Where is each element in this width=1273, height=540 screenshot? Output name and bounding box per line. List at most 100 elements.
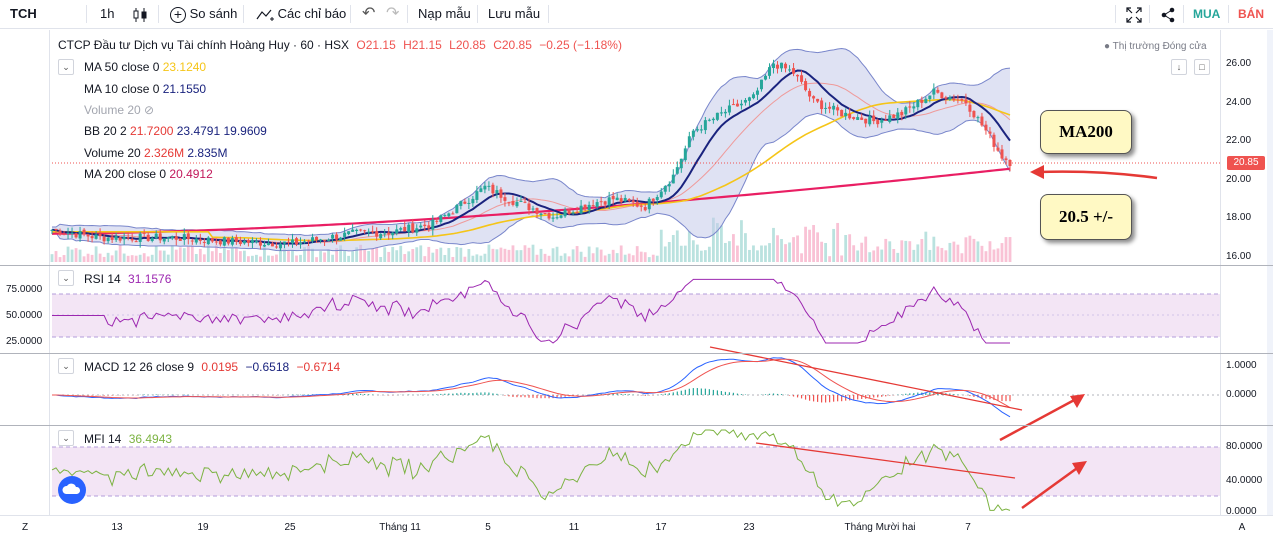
macd-histogram-bar <box>816 395 819 402</box>
volume-bar <box>174 249 178 262</box>
main-legend-header: CTCP Đầu tư Dịch vụ Tài chính Hoàng Huy … <box>58 38 622 52</box>
pane-divider[interactable] <box>0 425 1273 426</box>
fullscreen-button[interactable] <box>1122 0 1146 28</box>
volume-bar <box>118 244 122 262</box>
macd-histogram-bar <box>837 395 839 402</box>
indicator-legend-item[interactable]: BB 20 2 21.7200 23.4791 19.9609 <box>84 124 267 138</box>
macd-arrow <box>999 396 1079 442</box>
volume-bar <box>732 234 735 262</box>
indicator-legend-item[interactable]: Volume 20 ⊘ <box>84 103 154 117</box>
scale-button[interactable]: ↓ <box>1171 59 1187 75</box>
volume-bar <box>996 248 1000 262</box>
candle-body <box>331 234 335 239</box>
volume-bar <box>820 241 824 262</box>
compare-button[interactable]: + So sánh <box>166 0 241 28</box>
pane-divider[interactable] <box>0 265 1273 266</box>
indicator-value: 2.835M <box>184 146 228 160</box>
macd-histogram-bar <box>620 393 622 395</box>
buy-button[interactable]: MUA <box>1193 7 1221 21</box>
save-template-button[interactable]: Lưu mẫu <box>488 6 541 21</box>
macd-collapse-button[interactable]: ⌄ <box>58 358 74 374</box>
volume-bar <box>467 249 471 262</box>
indicators-button[interactable]: Các chỉ báo <box>252 0 350 28</box>
load-template-button[interactable]: Nạp mẫu <box>418 6 471 21</box>
candle-body <box>463 201 467 204</box>
indicator-legend-item[interactable]: Volume 20 2.326M 2.835M <box>84 146 227 160</box>
indicator-legend-item[interactable]: MA 50 close 0 23.1240 <box>84 60 206 74</box>
macd-histogram-bar <box>764 394 767 395</box>
candle-body <box>519 200 523 202</box>
pane-divider[interactable] <box>0 353 1273 354</box>
macd-histogram-bar <box>704 388 706 395</box>
indicator-legend-item[interactable]: MA 200 close 0 20.4912 <box>84 167 213 181</box>
undo-button[interactable]: ↶ <box>358 0 379 28</box>
level-callout[interactable]: 20.5 +/- <box>1040 194 1132 240</box>
macd-histogram-bar <box>516 395 518 398</box>
candle-body <box>178 238 182 241</box>
mfi-collapse-button[interactable]: ⌄ <box>58 430 74 446</box>
scrollbar[interactable] <box>1267 30 1273 515</box>
volume-bar <box>940 247 944 262</box>
time-axis[interactable]: Z 13 19 25 Tháng 11 5 11 17 23 Tháng Mười hai 7 A <box>0 515 1273 540</box>
volume-bar <box>832 228 836 262</box>
volume-bar <box>840 255 844 262</box>
toolbar-divider <box>158 5 159 23</box>
candle-style-button[interactable] <box>128 0 152 28</box>
volume-bar <box>611 249 615 262</box>
volume-bar <box>876 246 880 262</box>
sell-button[interactable]: BÁN <box>1238 7 1264 21</box>
candle-body <box>98 233 102 237</box>
ma200-callout[interactable]: MA200 <box>1040 110 1132 154</box>
macd-histogram-bar <box>508 395 510 397</box>
market-status-text: Thị trường Đóng cửa <box>1112 41 1207 52</box>
macd-histogram-bar <box>684 389 686 395</box>
rsi-collapse-button[interactable]: ⌄ <box>58 270 74 286</box>
hidden-eye-icon[interactable]: ⊘ <box>140 103 155 117</box>
indicator-legend-item[interactable]: MA 10 close 0 21.1550 <box>84 82 206 96</box>
macd-hist-value: 0.0195 <box>201 360 239 374</box>
macd-histogram-bar <box>155 394 157 395</box>
symbol-search[interactable]: TCH <box>10 6 37 21</box>
maximize-pane-button[interactable]: □ <box>1194 59 1210 75</box>
volume-bar <box>563 253 567 262</box>
candle-body <box>198 239 202 241</box>
go-to-date-button[interactable]: Z <box>21 522 29 533</box>
candle-body <box>715 112 719 120</box>
candle-body <box>303 241 307 243</box>
collapse-legend-button[interactable]: ⌄ <box>58 59 74 75</box>
candle-body <box>455 204 459 214</box>
cloud-icon <box>62 483 81 494</box>
candle-body <box>451 213 455 215</box>
ohlc-open: O21.15 <box>356 38 396 52</box>
candle-body <box>194 238 198 243</box>
candle-body <box>523 201 527 203</box>
interval-button[interactable]: 1h <box>100 6 115 21</box>
volume-bar <box>703 250 707 262</box>
candle-body <box>639 205 643 207</box>
time-tick: 25 <box>284 522 296 533</box>
candle-body <box>980 116 984 126</box>
volume-bar <box>647 257 651 262</box>
volume-bar <box>243 250 246 262</box>
candle-body <box>182 234 186 241</box>
volume-bar <box>495 249 499 262</box>
redo-button[interactable]: ↷ <box>382 0 403 28</box>
candle-body <box>547 212 551 219</box>
macd-histogram-bar <box>540 395 542 399</box>
macd-histogram-bar <box>692 388 694 395</box>
toolbar-divider <box>477 5 478 23</box>
candle-body <box>411 223 415 233</box>
candle-body <box>190 240 194 242</box>
rsi-value: 31.1576 <box>128 272 172 286</box>
volume-bar <box>663 246 667 262</box>
macd-histogram-bar <box>917 392 919 395</box>
macd-histogram-bar <box>821 395 823 403</box>
candle-body <box>86 234 90 237</box>
macd-histogram-bar <box>436 394 438 395</box>
share-button[interactable] <box>1156 0 1180 28</box>
arrow-down-icon: ↓ <box>1176 62 1182 72</box>
brand-logo[interactable] <box>58 476 86 504</box>
auto-scale-button[interactable]: A <box>1238 522 1246 533</box>
candle-body <box>788 69 792 71</box>
